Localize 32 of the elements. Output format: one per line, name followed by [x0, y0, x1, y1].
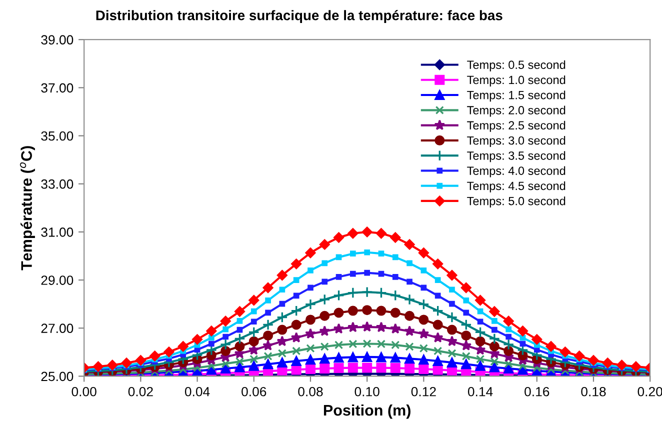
- y-tick-label: 25.00: [41, 372, 74, 382]
- legend-label: Temps: 1.5 second: [467, 90, 566, 102]
- x-tick-label: 0.04: [184, 386, 210, 396]
- x-tick-label: 0.10: [354, 386, 380, 396]
- x-tick-label: 0.06: [242, 386, 266, 396]
- x-tick-label: 0.12: [411, 386, 436, 396]
- y-tick-label: 31.00: [41, 228, 74, 237]
- legend-label: Temps: 3.0 second: [467, 136, 566, 148]
- x-tick-label: 0.14: [468, 386, 493, 396]
- x-tick-label: 0.16: [524, 386, 550, 396]
- y-tick-label: 29.00: [41, 276, 74, 285]
- y-tick-label: 33.00: [41, 179, 74, 189]
- x-axis-title: Position (m): [324, 404, 410, 419]
- x-tick-label: 0.08: [298, 386, 323, 396]
- legend-label: Temps: 4.0 second: [467, 166, 566, 178]
- legend-label: Temps: 5.0 second: [467, 196, 566, 208]
- legend-label: Temps: 2.0 second: [467, 106, 566, 117]
- legend-label: Temps: 1.0 second: [467, 75, 566, 86]
- legend-label: Temps: 2.5 second: [467, 120, 566, 132]
- y-tick-label: 35.00: [41, 131, 74, 141]
- y-tick-label: 27.00: [41, 324, 74, 334]
- legend-label: Temps: 3.5 second: [467, 151, 566, 162]
- chart-title: Distribution transitoire surfacique de la température: face bas: [96, 10, 502, 24]
- x-tick-label: 0.20: [638, 386, 662, 396]
- y-tick-label: 39.00: [41, 35, 74, 45]
- x-tick-label: 0.02: [128, 386, 153, 396]
- y-tick-label: 37.00: [41, 83, 74, 93]
- y-axis-title: Température ($^{o}$C): [20, 146, 35, 270]
- x-tick-label: 0.00: [72, 386, 96, 396]
- legend-label: Temps: 0.5 second: [467, 60, 566, 72]
- x-tick-label: 0.18: [581, 386, 606, 396]
- legend-label: Temps: 4.5 second: [467, 181, 566, 192]
